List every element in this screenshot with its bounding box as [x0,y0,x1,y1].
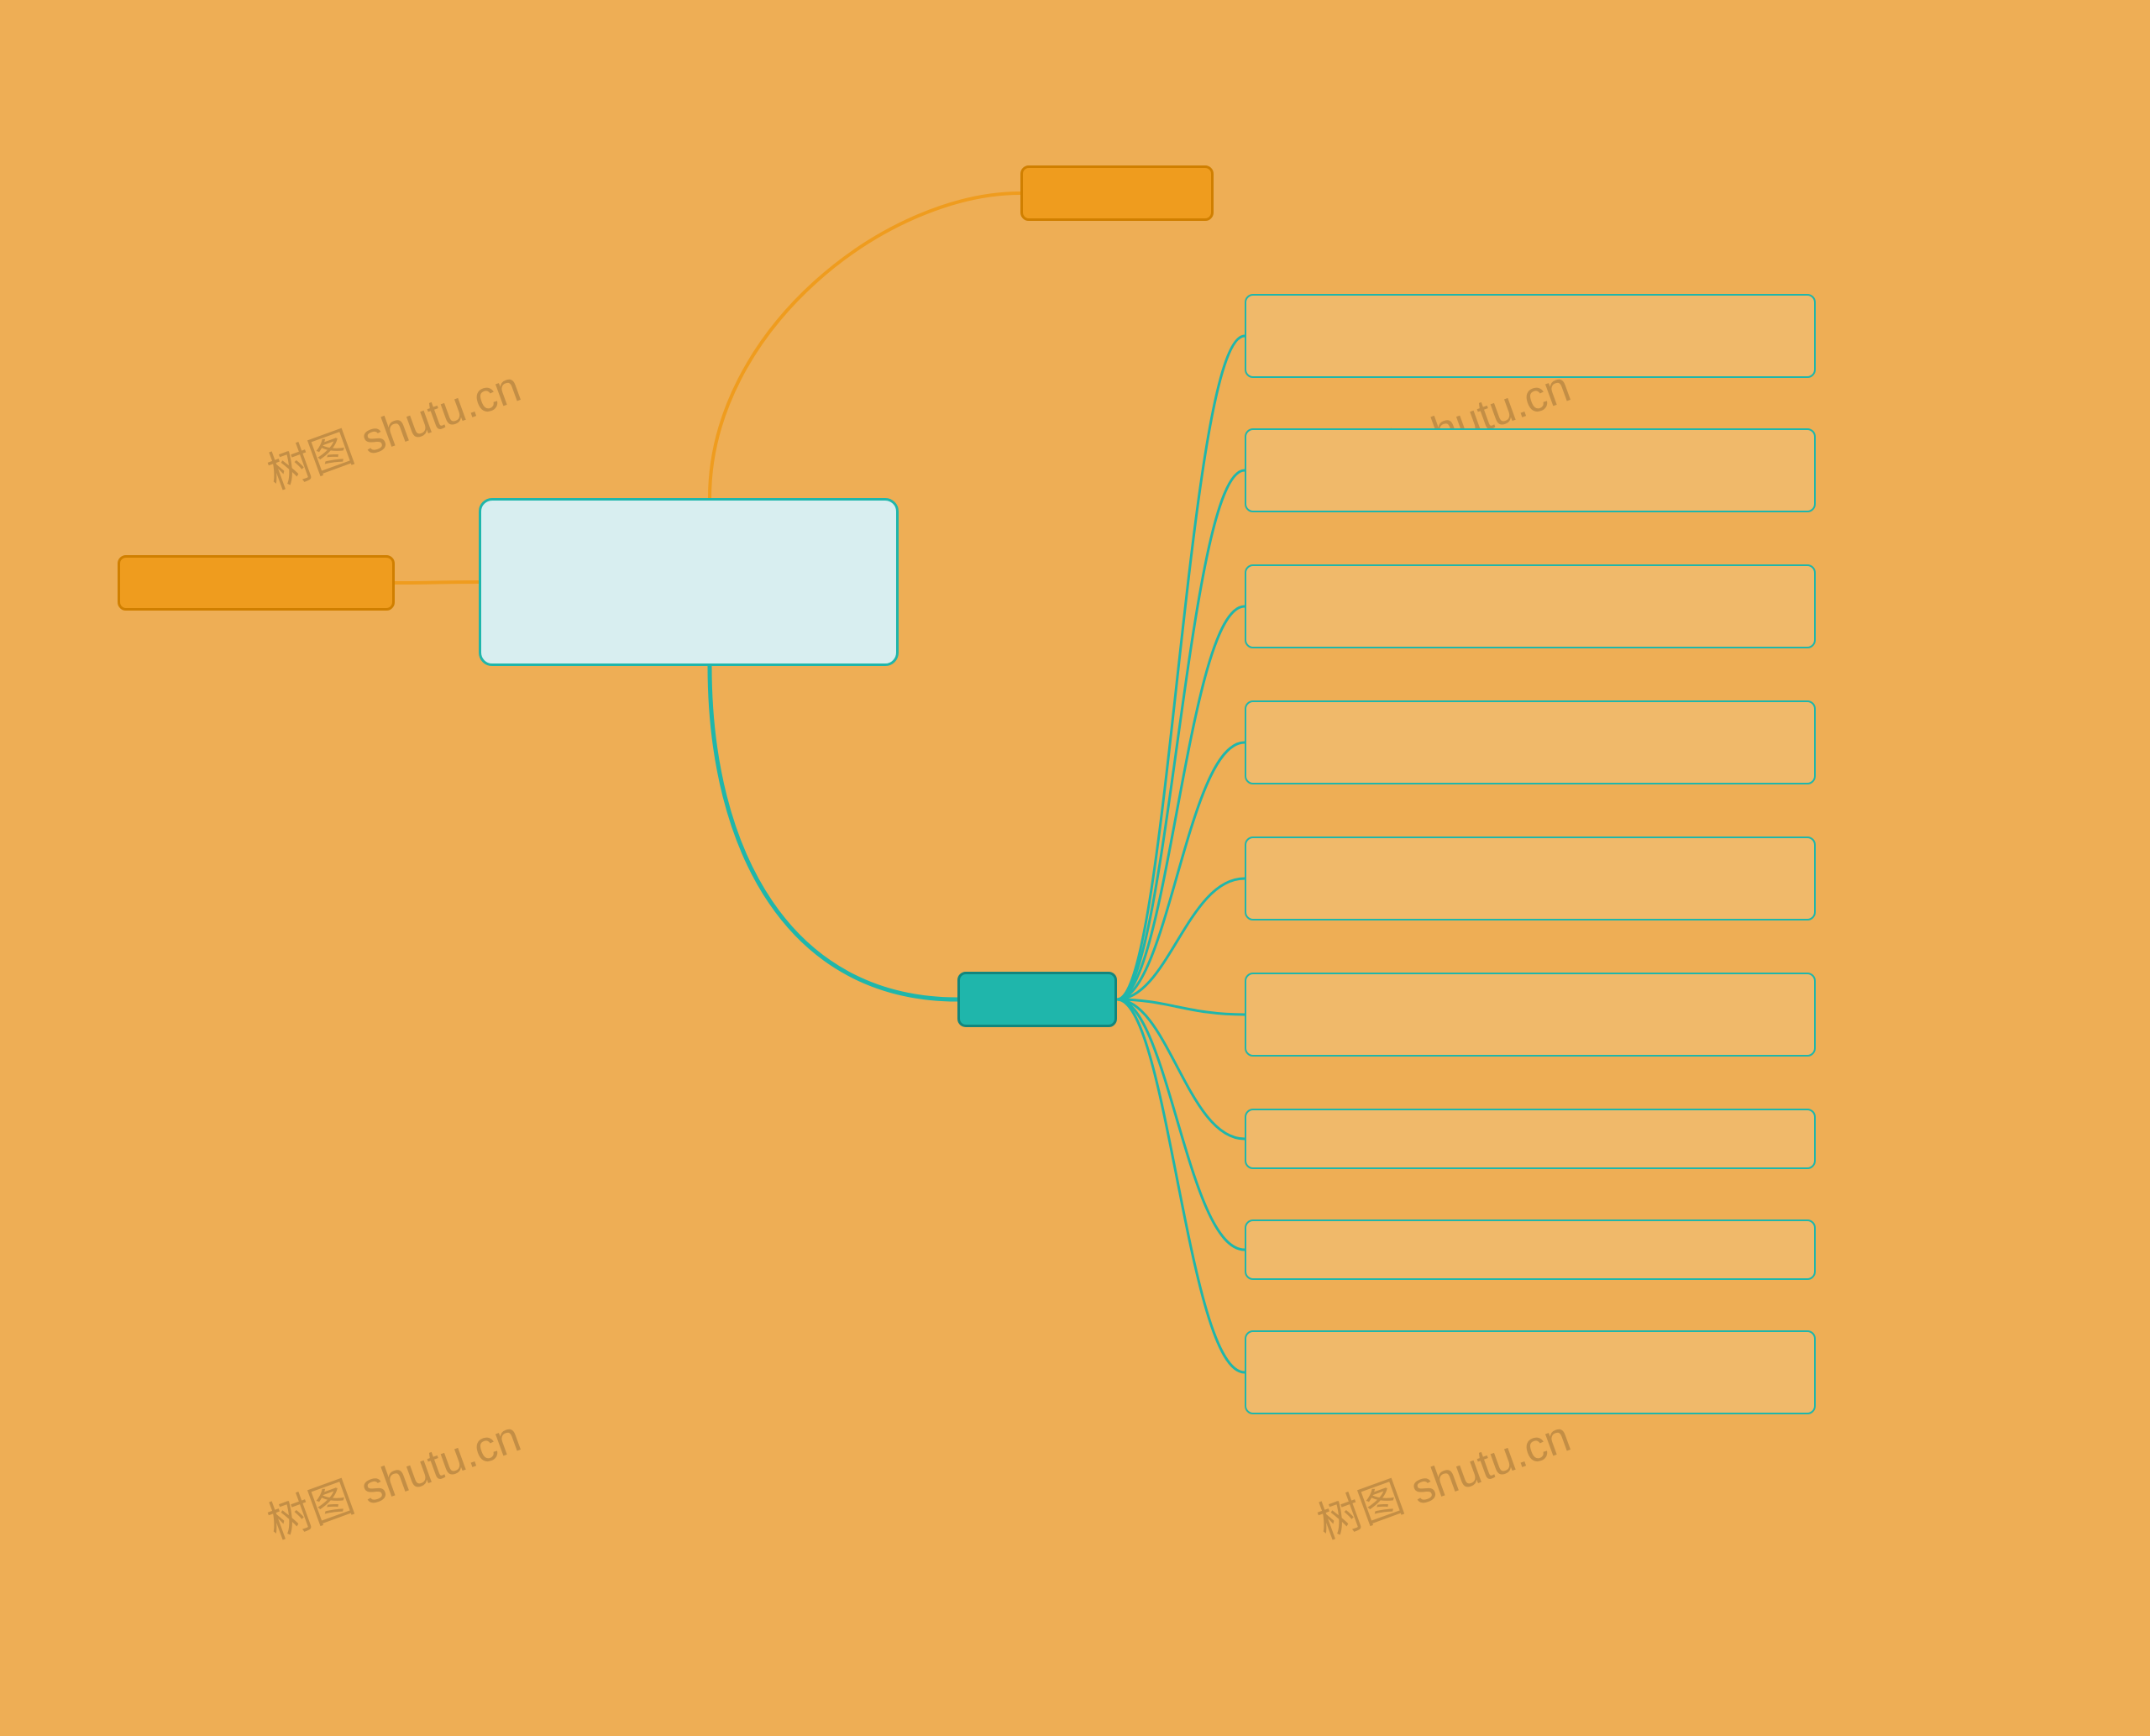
watermark: 树图 shutu.cn [258,351,528,501]
edge [1117,999,1245,1139]
branch-left1 [118,555,395,611]
edge [1117,999,1245,1015]
branch-sept [957,972,1117,1027]
leaf-s5 [1245,837,1816,920]
leaf-s6 [1245,973,1816,1057]
edge [1117,999,1245,1372]
edge [1117,878,1245,999]
edge [1117,470,1245,999]
edge [1117,999,1245,1250]
mindmap-canvas: 树图 shutu.cn树图 shutu.cn树图 shutu.cn树图 shut… [0,0,2150,1736]
edge [1117,742,1245,999]
branch-top1 [1020,165,1214,221]
edge [395,582,479,583]
watermark: 树图 shutu.cn [258,1401,528,1550]
edge [710,666,957,999]
leaf-s8 [1245,1219,1816,1280]
root-node [479,498,899,666]
leaf-s9 [1245,1330,1816,1414]
edge [710,193,1020,498]
watermark: 树图 shutu.cn [1308,1401,1578,1550]
edge [1117,606,1245,999]
leaf-s4 [1245,700,1816,784]
leaf-s2 [1245,428,1816,512]
leaf-s3 [1245,564,1816,648]
edge [1117,336,1245,999]
leaf-s1 [1245,294,1816,378]
edges-layer [0,0,2150,1736]
leaf-s7 [1245,1109,1816,1169]
